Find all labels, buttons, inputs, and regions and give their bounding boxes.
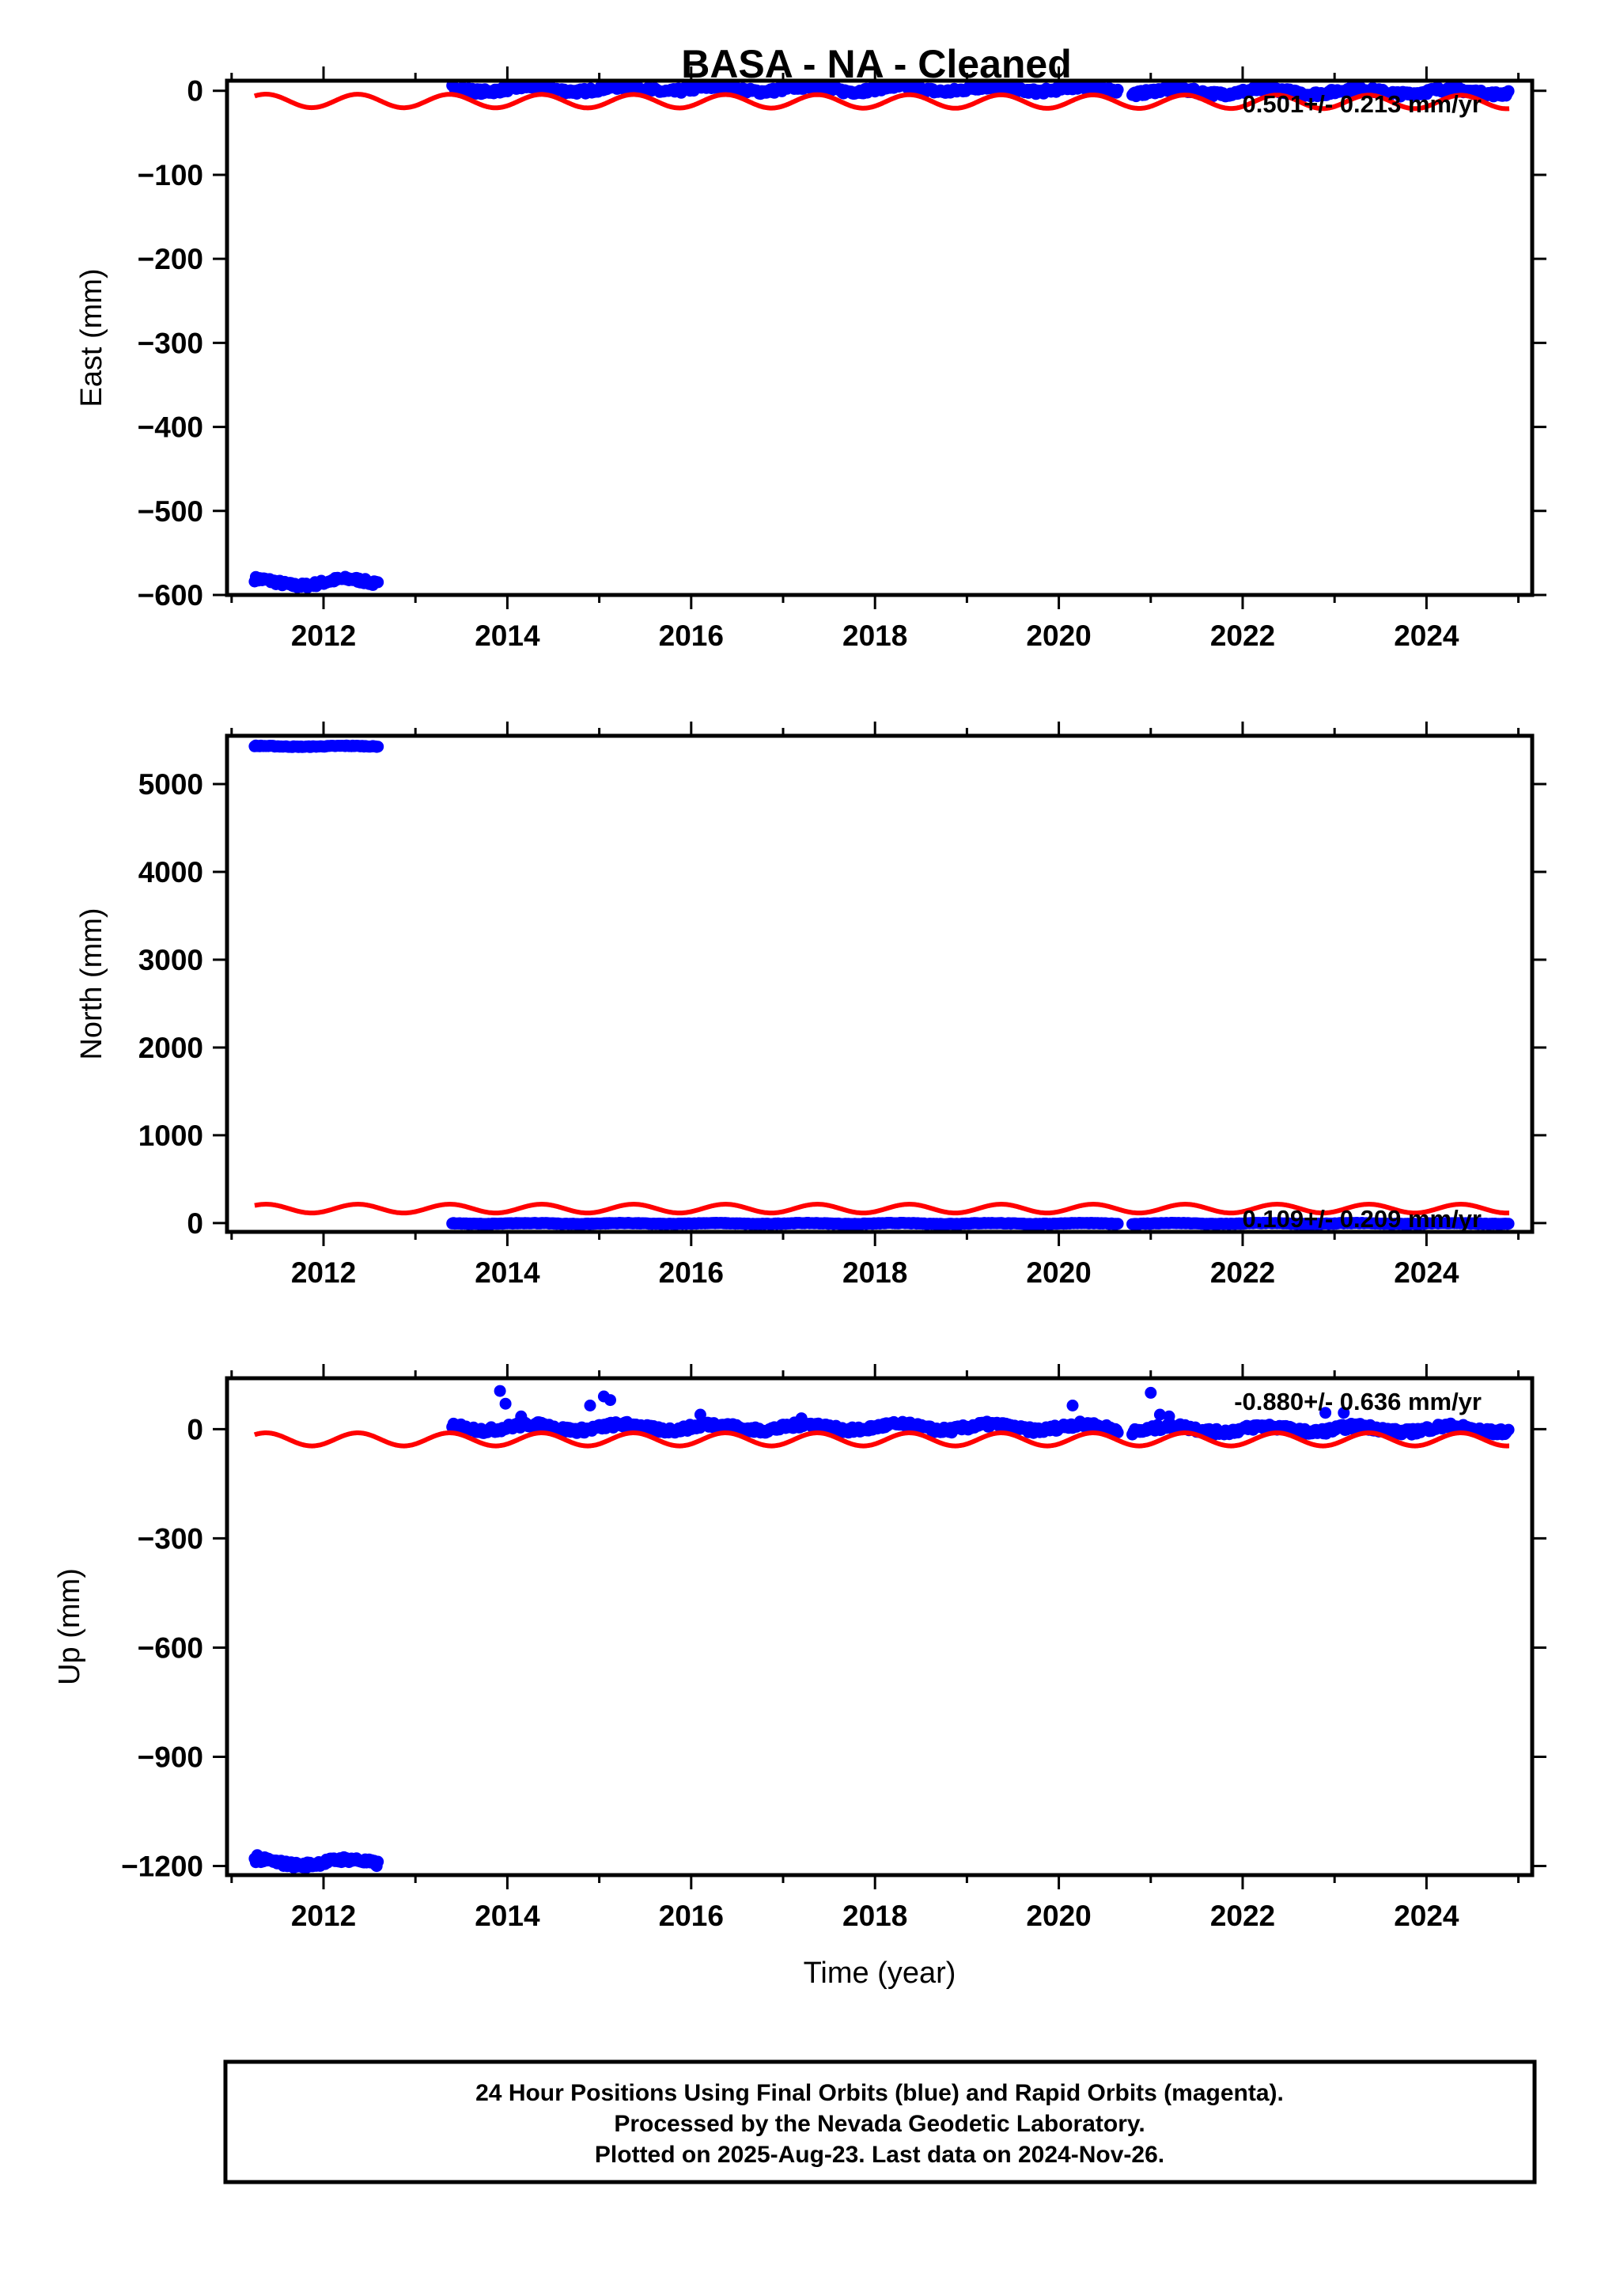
north-model-curve — [254, 1202, 1509, 1216]
up-x-tick-label: 2012 — [291, 1900, 356, 1932]
north-y-tick-label: 5000 — [138, 768, 203, 801]
east-position-point — [1502, 85, 1515, 97]
east-rate-label: 0.501+/- 0.213 mm/yr — [1243, 90, 1482, 118]
footnote-box — [223, 2059, 1537, 2184]
east-x-tick-label: 2014 — [475, 619, 540, 652]
up-position-point — [1502, 1423, 1515, 1436]
footnote-line-3: Plotted on 2025-Aug-23. Last data on 202… — [595, 2142, 1164, 2168]
east-x-tick-label: 2016 — [659, 619, 724, 652]
east-position-point — [372, 576, 384, 589]
up-frame — [225, 1376, 1535, 1877]
up-panel: 2012 2014 2016 2018 2020 2022 2024 0 −300 −600 −90… — [53, 1364, 1546, 1990]
north-x-tick-label: 2022 — [1210, 1256, 1275, 1289]
up-outlier-point — [604, 1394, 616, 1407]
north-y-tick-label: 2000 — [138, 1032, 203, 1064]
east-y-tick-label: −600 — [138, 579, 203, 612]
up-y-tick-label: −1200 — [121, 1850, 203, 1882]
up-x-tick-label: 2016 — [659, 1900, 724, 1932]
north-position-point — [1502, 1218, 1515, 1230]
up-y-tick-label: 0 — [187, 1413, 203, 1445]
up-model-curve — [253, 1430, 1509, 1449]
east-y-axis-label: East (mm) — [75, 268, 108, 407]
east-y-tick-label: −300 — [138, 327, 203, 359]
up-position-point — [372, 1855, 384, 1868]
north-y-tick-label: 3000 — [138, 944, 203, 976]
up-outlier-point — [499, 1397, 512, 1410]
up-y-axis-label: Up (mm) — [53, 1568, 86, 1685]
east-frame — [225, 78, 1535, 597]
east-model-curve — [253, 92, 1510, 112]
up-rate-label: -0.880+/- 0.636 mm/yr — [1234, 1388, 1482, 1415]
east-final-orbit-points — [248, 81, 1515, 594]
north-x-tick-label: 2016 — [659, 1256, 724, 1289]
north-x-tick-label: 2018 — [842, 1256, 907, 1289]
up-x-tick-label: 2018 — [842, 1900, 907, 1932]
up-position-point — [1111, 1426, 1124, 1439]
up-outlier-point — [1163, 1410, 1175, 1423]
north-rate-label: 0.109+/- 0.209 mm/yr — [1243, 1205, 1482, 1233]
north-position-point — [1111, 1218, 1124, 1230]
up-outlier-point — [1338, 1407, 1350, 1419]
x-axis-label: Time (year) — [804, 1957, 956, 1990]
north-plot-area — [248, 739, 1515, 1230]
up-final-orbit-points — [248, 1385, 1515, 1874]
east-y-tick-label: −400 — [138, 411, 203, 444]
east-x-tick-label: 2018 — [842, 619, 907, 652]
north-x-tick-label: 2020 — [1026, 1256, 1091, 1289]
up-y-tick-label: −600 — [138, 1631, 203, 1664]
up-x-tick-label: 2020 — [1026, 1900, 1091, 1932]
east-x-tick-label: 2024 — [1394, 619, 1459, 652]
up-outlier-point — [1066, 1400, 1079, 1411]
north-y-tick-label: 0 — [187, 1207, 203, 1240]
east-y-tick-label: −100 — [138, 159, 203, 191]
up-y-tick-label: −300 — [138, 1522, 203, 1555]
up-y-tick-label: −900 — [138, 1741, 203, 1773]
north-y-tick-label: 1000 — [138, 1120, 203, 1152]
east-panel: 2012 2014 2016 2018 2020 2022 2024 0 −100 −200 −30… — [75, 66, 1546, 652]
east-plot-area — [248, 81, 1515, 594]
north-final-orbit-points — [248, 739, 1515, 1230]
north-x-tick-label: 2024 — [1394, 1256, 1459, 1289]
up-outlier-point — [584, 1400, 596, 1411]
north-x-tick-label: 2014 — [475, 1256, 540, 1289]
east-x-tick-label: 2020 — [1026, 619, 1091, 652]
up-outlier-point — [1145, 1386, 1157, 1399]
footnote-line-2: Processed by the Nevada Geodetic Laborat… — [614, 2111, 1145, 2137]
east-y-tick-label: −200 — [138, 243, 203, 275]
east-y-tick-label: 0 — [187, 75, 203, 108]
up-x-tick-label: 2024 — [1394, 1900, 1459, 1932]
up-outlier-point — [1319, 1407, 1332, 1419]
east-position-point — [1111, 83, 1124, 96]
north-y-tick-label: 4000 — [138, 856, 203, 888]
up-outlier-point — [251, 1849, 263, 1862]
up-plot-area — [248, 1385, 1515, 1874]
north-y-axis-label: North (mm) — [75, 907, 108, 1059]
up-outlier-point — [1153, 1408, 1166, 1421]
east-x-tick-label: 2022 — [1210, 619, 1275, 652]
east-y-tick-label: −500 — [138, 495, 203, 528]
north-position-point — [372, 741, 384, 753]
north-frame — [225, 733, 1535, 1234]
up-outlier-point — [694, 1408, 706, 1421]
north-panel: 2012 2014 2016 2018 2020 2022 2024 0 1000 2000 300… — [75, 722, 1546, 1289]
footnote-line-1: 24 Hour Positions Using Final Orbits (bl… — [475, 2080, 1284, 2106]
up-outlier-point — [515, 1410, 528, 1423]
up-outlier-point — [494, 1385, 506, 1397]
east-x-tick-label: 2012 — [291, 619, 356, 652]
up-x-tick-label: 2022 — [1210, 1900, 1275, 1932]
north-x-tick-label: 2012 — [291, 1256, 356, 1289]
up-outlier-point — [795, 1412, 808, 1425]
up-x-tick-label: 2014 — [475, 1900, 540, 1932]
